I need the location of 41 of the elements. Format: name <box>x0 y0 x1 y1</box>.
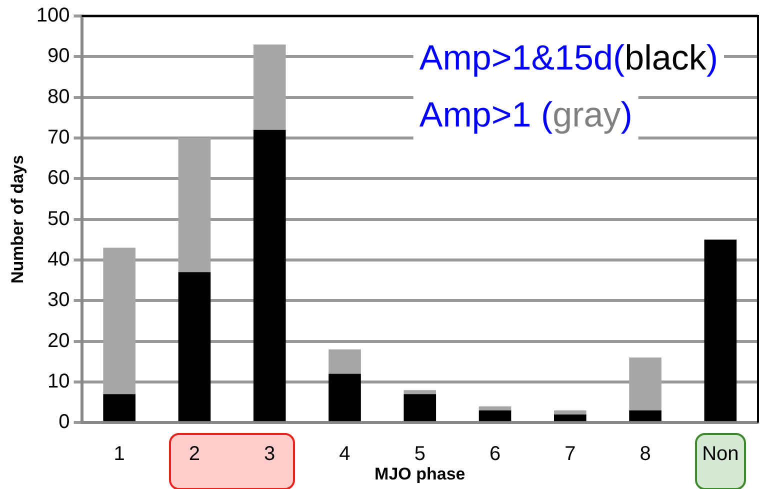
bar <box>253 130 286 422</box>
y-tick-label: 10 <box>48 370 70 392</box>
y-tick-label: 70 <box>48 126 70 148</box>
bar <box>404 394 436 422</box>
annotation: Amp>1&15d(black) <box>419 38 718 78</box>
y-tick-label: 100 <box>36 4 70 27</box>
y-tick-label: 40 <box>48 248 70 270</box>
x-tick-label: 2 <box>188 443 200 466</box>
x-tick-label: Non <box>702 443 739 466</box>
x-tick-label: 7 <box>564 443 576 466</box>
x-tick-label: 8 <box>640 443 651 466</box>
x-tick-label: 6 <box>489 443 501 466</box>
x-tick-label: 3 <box>264 443 276 466</box>
bar <box>103 248 136 394</box>
bar <box>478 410 512 422</box>
y-tick-label: 20 <box>48 330 70 352</box>
bar <box>178 272 211 422</box>
bar <box>253 44 286 130</box>
x-tick-label: 1 <box>114 443 125 466</box>
bar <box>328 374 361 422</box>
bar <box>103 394 136 422</box>
bar <box>404 390 436 394</box>
bar <box>178 138 211 272</box>
bar <box>629 410 662 422</box>
y-tick-label: 50 <box>48 208 70 230</box>
y-tick-label: 80 <box>48 86 70 108</box>
bar <box>554 414 586 422</box>
y-axis-title: Number of days <box>8 155 27 284</box>
bar <box>328 349 361 374</box>
annotation: Amp>1 (gray) <box>419 96 632 135</box>
bar <box>554 410 586 414</box>
bar <box>478 406 512 410</box>
y-tick-label: 0 <box>58 411 70 434</box>
bar <box>704 240 737 422</box>
x-axis-title: MJO phase <box>374 464 466 484</box>
bar <box>629 358 662 410</box>
y-tick-label: 60 <box>48 167 70 190</box>
x-tick-label: 5 <box>414 443 426 466</box>
x-tick-label: 4 <box>339 443 350 466</box>
y-tick-label: 90 <box>48 45 70 68</box>
y-tick-label: 30 <box>48 289 70 312</box>
